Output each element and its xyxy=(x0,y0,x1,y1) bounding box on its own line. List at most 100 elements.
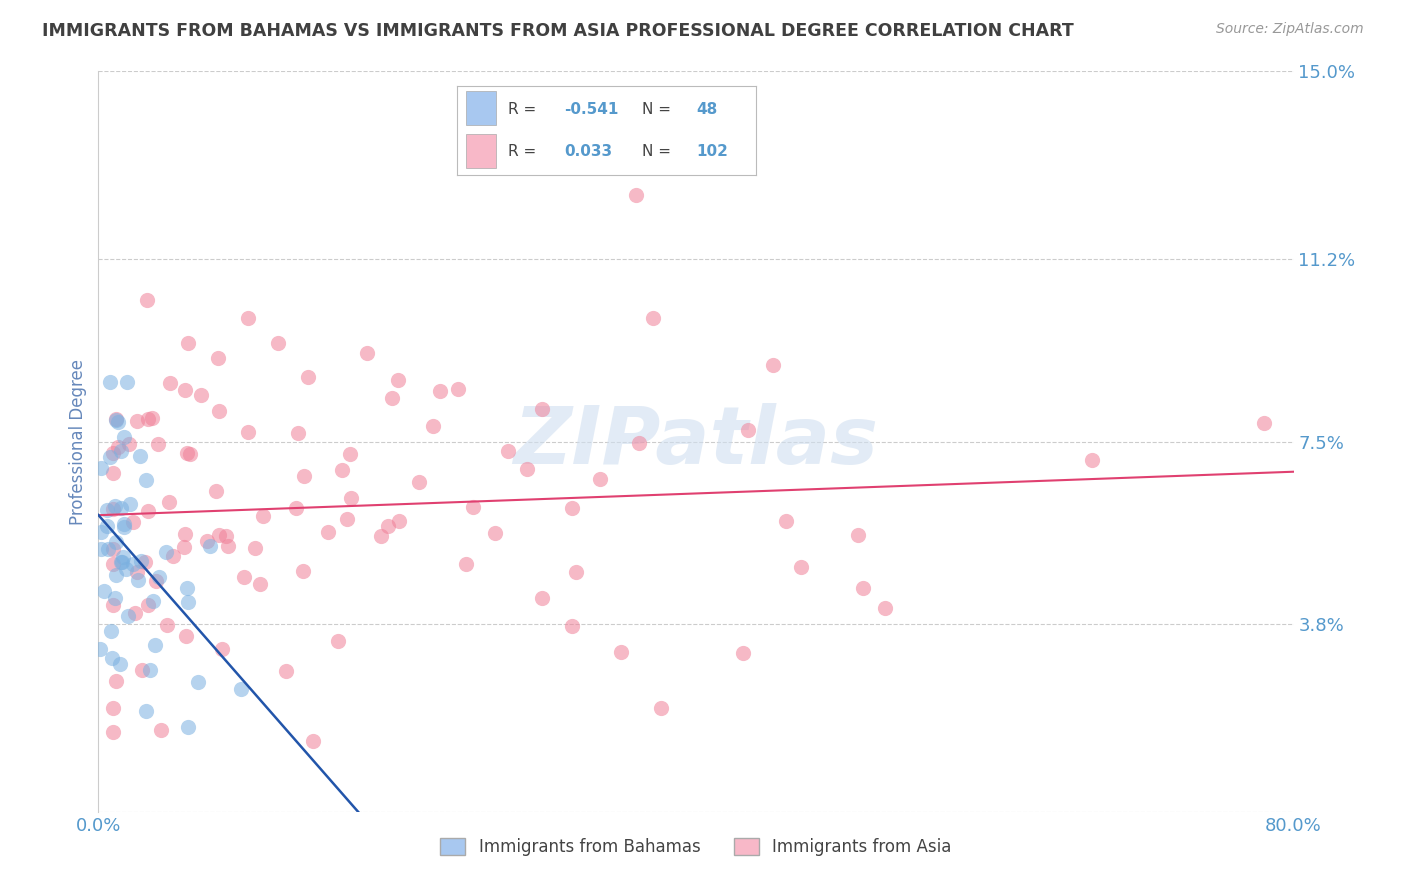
Point xyxy=(429,384,451,398)
Point xyxy=(775,514,797,528)
Point xyxy=(641,311,664,326)
Point xyxy=(328,634,350,648)
Point xyxy=(318,525,340,540)
Point xyxy=(733,646,755,660)
Point xyxy=(846,528,869,542)
Point xyxy=(530,401,553,416)
Point xyxy=(217,539,239,553)
Point xyxy=(340,491,363,505)
Point xyxy=(105,535,128,549)
Point xyxy=(100,624,122,638)
Point xyxy=(422,419,444,434)
Point xyxy=(287,426,309,441)
Point xyxy=(118,437,141,451)
Point xyxy=(173,541,195,555)
Point xyxy=(146,437,169,451)
Point xyxy=(104,500,127,514)
Point xyxy=(873,600,896,615)
Point xyxy=(107,440,129,454)
Point xyxy=(103,467,125,481)
Point xyxy=(200,540,222,554)
Point xyxy=(122,515,145,529)
Point xyxy=(155,545,177,559)
Point xyxy=(762,358,785,372)
Point xyxy=(238,425,260,440)
Legend: Immigrants from Bahamas, Immigrants from Asia: Immigrants from Bahamas, Immigrants from… xyxy=(433,831,959,863)
Point xyxy=(125,414,148,428)
Point xyxy=(148,570,170,584)
Point xyxy=(381,391,404,405)
Point xyxy=(104,568,127,582)
Point xyxy=(115,562,138,576)
Point xyxy=(561,500,583,515)
Point xyxy=(356,345,378,359)
Point xyxy=(195,533,218,548)
Point xyxy=(1081,453,1104,467)
Point xyxy=(149,723,172,737)
Point xyxy=(120,498,142,512)
Point xyxy=(211,641,233,656)
Point xyxy=(179,447,201,461)
Point xyxy=(236,311,259,326)
Point xyxy=(205,483,228,498)
Point xyxy=(131,663,153,677)
Point xyxy=(187,674,209,689)
Point xyxy=(561,619,583,633)
Point xyxy=(139,663,162,677)
Point xyxy=(111,555,134,569)
Point xyxy=(127,573,149,587)
Point xyxy=(162,549,184,563)
Point xyxy=(408,475,430,490)
Point xyxy=(124,606,146,620)
Point xyxy=(127,566,149,580)
Point xyxy=(89,642,111,657)
Point xyxy=(96,503,118,517)
Point xyxy=(107,415,129,429)
Point xyxy=(229,682,252,697)
Point xyxy=(104,591,127,606)
Point xyxy=(377,518,399,533)
Point xyxy=(142,594,165,608)
Point xyxy=(129,554,152,568)
Text: Source: ZipAtlas.com: Source: ZipAtlas.com xyxy=(1216,22,1364,37)
Point xyxy=(565,565,588,579)
Point xyxy=(135,704,157,718)
Point xyxy=(610,645,633,659)
Point xyxy=(104,413,127,427)
Point xyxy=(93,584,115,599)
Point xyxy=(141,411,163,425)
Point xyxy=(157,495,180,509)
Point xyxy=(297,370,319,384)
Point xyxy=(90,541,112,556)
Point xyxy=(135,293,157,307)
Point xyxy=(176,446,198,460)
Point xyxy=(174,527,197,541)
Point xyxy=(100,450,122,465)
Point xyxy=(112,519,135,533)
Point xyxy=(138,412,160,426)
Point xyxy=(104,412,127,426)
Point xyxy=(790,559,813,574)
Point xyxy=(589,472,612,486)
Point xyxy=(233,570,256,584)
Point xyxy=(530,591,553,606)
Point xyxy=(136,504,159,518)
Point xyxy=(103,446,125,460)
Point xyxy=(90,525,112,540)
Point xyxy=(336,512,359,526)
Point xyxy=(117,608,139,623)
Point xyxy=(291,564,314,578)
Point xyxy=(177,595,200,609)
Point xyxy=(498,444,520,458)
Point xyxy=(626,187,648,202)
Point xyxy=(249,577,271,591)
Point xyxy=(370,529,392,543)
Point xyxy=(90,461,112,475)
Point xyxy=(208,528,231,542)
Point xyxy=(135,473,157,487)
Point xyxy=(484,526,506,541)
Point xyxy=(516,462,538,476)
Point xyxy=(176,581,198,595)
Point xyxy=(111,550,134,565)
Point xyxy=(207,351,229,365)
